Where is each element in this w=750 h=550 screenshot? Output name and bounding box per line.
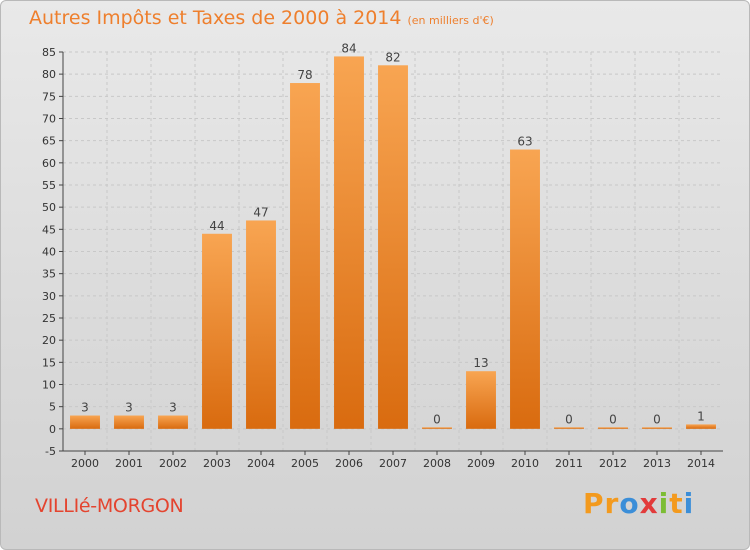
town-name: VILLIé-MORGON xyxy=(35,495,184,517)
bar-2013 xyxy=(642,427,672,429)
value-label: 0 xyxy=(609,412,617,426)
value-label: 47 xyxy=(253,205,268,219)
bar-2006 xyxy=(334,56,364,429)
x-tick-label: 2000 xyxy=(71,457,99,470)
y-tick-label: 65 xyxy=(42,135,56,148)
y-tick-label: 50 xyxy=(42,201,56,214)
x-tick-label: 2011 xyxy=(555,457,583,470)
x-tick-label: 2001 xyxy=(115,457,143,470)
y-tick-label: 70 xyxy=(42,113,56,126)
logo-letter: i xyxy=(658,487,670,520)
value-label: 78 xyxy=(297,68,312,82)
bar-2005 xyxy=(290,83,320,429)
x-tick-label: 2010 xyxy=(511,457,539,470)
bar-2010 xyxy=(510,149,540,429)
logo-letter: o xyxy=(619,487,640,520)
x-tick-label: 2012 xyxy=(599,457,627,470)
bar-2007 xyxy=(378,65,408,429)
x-tick-label: 2003 xyxy=(203,457,231,470)
value-label: 3 xyxy=(125,401,133,415)
x-tick-label: 2004 xyxy=(247,457,275,470)
x-tick-label: 2006 xyxy=(335,457,363,470)
bar-2002 xyxy=(158,415,188,429)
bar-2000 xyxy=(70,415,100,429)
x-tick-label: 2013 xyxy=(643,457,671,470)
chart-title: Autres Impôts et Taxes de 2000 à 2014 (en… xyxy=(29,7,494,29)
y-tick-label: 15 xyxy=(42,356,56,369)
logo-letter: t xyxy=(669,487,684,520)
logo-letter: r xyxy=(604,487,620,520)
proxiti-logo[interactable]: Proxiti xyxy=(583,487,694,520)
y-tick-label: -5 xyxy=(45,445,56,458)
x-tick-label: 2005 xyxy=(291,457,319,470)
value-label: 44 xyxy=(209,219,224,233)
value-label: 3 xyxy=(81,401,89,415)
logo-letter: x xyxy=(639,487,659,520)
y-tick-label: 0 xyxy=(49,423,56,436)
value-label: 0 xyxy=(565,412,573,426)
value-label: 3 xyxy=(169,401,177,415)
y-tick-label: 20 xyxy=(42,334,56,347)
y-tick-label: 60 xyxy=(42,157,56,170)
y-tick-label: 35 xyxy=(42,268,56,281)
y-tick-label: 55 xyxy=(42,179,56,192)
value-label: 13 xyxy=(473,356,488,370)
x-tick-label: 2009 xyxy=(467,457,495,470)
chart-title-text: Autres Impôts et Taxes de 2000 à 2014 xyxy=(29,7,402,29)
bar-2011 xyxy=(554,427,584,429)
bar-2008 xyxy=(422,427,452,429)
y-tick-label: 80 xyxy=(42,68,56,81)
value-label: 1 xyxy=(697,409,705,423)
bar-2012 xyxy=(598,427,628,429)
y-tick-label: 85 xyxy=(42,46,56,59)
y-tick-label: 10 xyxy=(42,379,56,392)
y-tick-label: 75 xyxy=(42,90,56,103)
x-tick-label: 2002 xyxy=(159,457,187,470)
x-tick-label: 2007 xyxy=(379,457,407,470)
x-tick-label: 2014 xyxy=(687,457,715,470)
logo-letter: i xyxy=(683,487,695,520)
bar-2003 xyxy=(202,233,232,429)
bar-2014 xyxy=(686,424,716,429)
bar-2004 xyxy=(246,220,276,429)
value-label: 82 xyxy=(385,50,400,64)
y-tick-label: 45 xyxy=(42,223,56,236)
y-tick-label: 25 xyxy=(42,312,56,325)
chart-unit: (en milliers d'€) xyxy=(407,14,494,27)
logo-letter: P xyxy=(583,487,605,520)
value-label: 0 xyxy=(433,412,441,426)
y-tick-label: 30 xyxy=(42,290,56,303)
value-label: 63 xyxy=(517,135,532,149)
bar-2009 xyxy=(466,371,496,429)
bar-2001 xyxy=(114,415,144,429)
y-tick-label: 5 xyxy=(49,401,56,414)
y-tick-label: 40 xyxy=(42,246,56,259)
x-tick-label: 2008 xyxy=(423,457,451,470)
value-label: 0 xyxy=(653,412,661,426)
value-label: 84 xyxy=(341,41,356,55)
